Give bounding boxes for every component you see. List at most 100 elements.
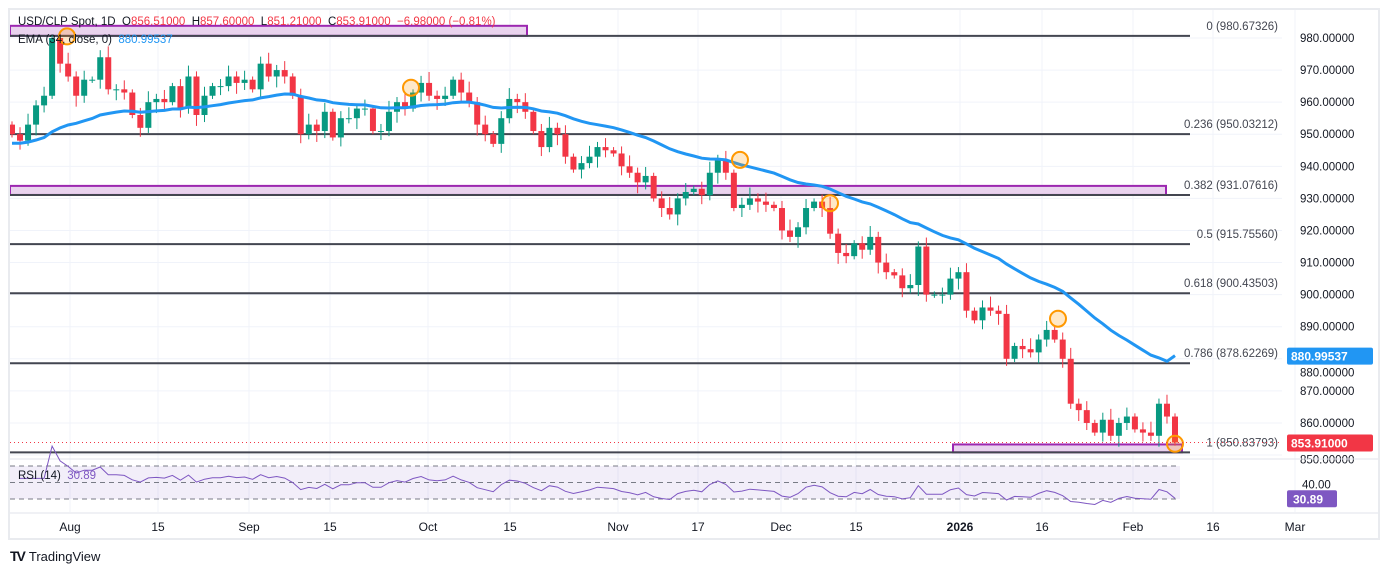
y-tick-label: 970.00000	[1300, 65, 1354, 77]
candle-body	[562, 134, 569, 157]
swing-marker	[1049, 309, 1067, 328]
x-tick-label: 16	[1206, 520, 1220, 534]
candle-body	[1147, 432, 1154, 436]
candle-body	[450, 79, 457, 96]
candle-body	[89, 79, 96, 81]
candle-body	[17, 134, 24, 141]
candle-body	[490, 134, 497, 144]
chart-canvas[interactable]: Aug 15 Sep 15 Oct 15 Nov 17 Dec 15 2026 16 Feb 16 Mar 9…	[0, 0, 1388, 545]
candle-body	[971, 310, 978, 321]
candle-body	[722, 159, 729, 173]
candle-body	[25, 124, 32, 141]
candle-body	[345, 118, 352, 120]
x-tick-label: Dec	[770, 520, 791, 534]
candle-body	[33, 105, 40, 125]
tradingview-logo[interactable]: TV TradingView	[10, 548, 100, 564]
candle-body	[49, 38, 56, 96]
symbol-legend: USD/CLP Spot, 1D O856.51000 H857.60000 L…	[18, 16, 496, 28]
fib-level-label: 0.786 (878.62269)	[1184, 348, 1278, 360]
candle-body	[1091, 422, 1098, 433]
last-price-badge-text: 853.91000	[1291, 436, 1348, 450]
support-resistance-zone	[10, 184, 1167, 196]
candle-body	[434, 95, 441, 99]
y-tick-label: 960.00000	[1300, 97, 1354, 109]
candle-body	[770, 204, 777, 209]
candle-body	[674, 198, 681, 215]
rsi-label[interactable]: RSI (14)	[18, 470, 61, 482]
candle-body	[209, 86, 216, 96]
candle-body	[1067, 358, 1074, 404]
candle-body	[570, 156, 577, 170]
candle-body	[602, 147, 609, 151]
candle-body	[891, 272, 898, 276]
ema-legend: EMA (34, close, 0) 880.99537	[18, 34, 173, 46]
candle-body	[1163, 403, 1170, 417]
candle-body	[666, 208, 673, 215]
candle-body	[634, 172, 641, 183]
candle-body	[714, 159, 721, 173]
candle-body	[1035, 339, 1042, 353]
ema-label[interactable]: EMA (34, close, 0)	[18, 34, 112, 46]
y-tick-label: 850.00000	[1300, 454, 1354, 466]
symbol-name[interactable]: USD/CLP Spot, 1D	[18, 16, 116, 28]
candle-body	[706, 172, 713, 196]
candle-body	[129, 92, 136, 115]
candle-body	[979, 307, 986, 321]
open-label: O	[121, 16, 131, 28]
candle-body	[1139, 429, 1146, 433]
rsi-axis-label: 40.00	[1302, 479, 1331, 491]
candle-body	[907, 285, 914, 289]
candle-body	[795, 227, 802, 237]
tradingview-logo-icon: TV	[10, 548, 26, 564]
candle-body	[1083, 410, 1090, 423]
candle-body	[113, 89, 120, 91]
candle-body	[281, 70, 288, 77]
candle-body	[369, 108, 376, 132]
candle-body	[811, 201, 818, 209]
y-tick-label: 940.00000	[1300, 161, 1354, 173]
candle-body	[361, 108, 368, 110]
fib-level-label: 0.382 (931.07616)	[1184, 180, 1278, 192]
candle-body	[987, 307, 994, 311]
candle-body	[377, 131, 384, 133]
candle-body	[746, 198, 753, 205]
candle-body	[955, 272, 962, 279]
swing-marker	[821, 194, 839, 213]
candle-body	[827, 208, 834, 234]
candle-body	[233, 76, 240, 83]
candle-body	[931, 294, 938, 296]
candle-body	[1107, 419, 1114, 436]
candle-body	[257, 63, 264, 90]
candle-body	[578, 163, 585, 170]
x-tick-label: 17	[691, 520, 705, 534]
fib-level-label: 1 (850.83793)	[1206, 437, 1278, 449]
candle-body	[939, 294, 946, 296]
candle-body	[410, 92, 417, 109]
rsi-badge	[1287, 490, 1337, 508]
candle-body	[867, 236, 874, 250]
candle-body	[899, 275, 906, 289]
y-tick-label: 980.00000	[1300, 33, 1354, 45]
candle-body	[546, 127, 553, 148]
x-tick-label: Aug	[59, 520, 80, 534]
candle-body	[915, 246, 922, 286]
x-tick-label: 16	[1035, 520, 1049, 534]
candle-body	[803, 208, 810, 228]
y-tick-label: 950.00000	[1300, 129, 1354, 141]
fib-level-label: 0.236 (950.03212)	[1184, 119, 1278, 131]
change-value: −6.98000 (−0.81%)	[397, 16, 496, 28]
candle-body	[329, 111, 336, 138]
x-tick-label: Feb	[1123, 520, 1144, 534]
candle-body	[642, 175, 649, 183]
candle-body	[137, 114, 144, 128]
y-tick-label: 880.00000	[1300, 368, 1354, 380]
candle-body	[690, 188, 697, 192]
x-tick-label: Nov	[607, 520, 628, 534]
candle-body	[554, 127, 561, 135]
x-tick-label: Sep	[238, 520, 260, 534]
candle-body	[305, 124, 312, 135]
fib-level-label: 0 (980.67326)	[1206, 21, 1278, 33]
candle-body	[265, 63, 272, 77]
candle-body	[787, 230, 794, 237]
x-tick-label: Mar	[1285, 520, 1306, 534]
